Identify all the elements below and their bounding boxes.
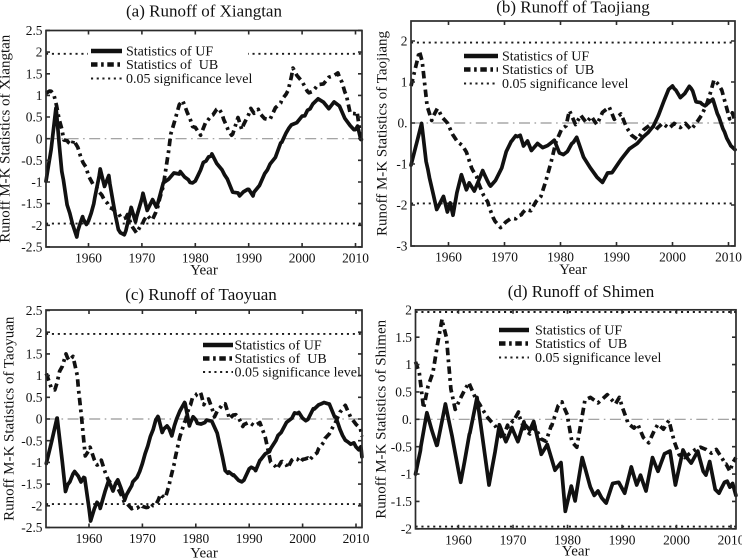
svg-text:(c) Runoff of Taoyuan: (c) Runoff of Taoyuan — [125, 285, 277, 304]
svg-text:0.5: 0.5 — [395, 385, 412, 400]
svg-text:1990: 1990 — [603, 250, 630, 265]
svg-text:-1: -1 — [31, 175, 42, 190]
svg-text:1960: 1960 — [445, 532, 472, 547]
svg-text:Runoff M-K Statistics of Taoji: Runoff M-K Statistics of Taojiang — [375, 30, 391, 236]
svg-text:Statistics of UB: Statistics of UB — [235, 352, 327, 367]
svg-text:-1: -1 — [31, 455, 42, 470]
svg-text:1960: 1960 — [435, 250, 462, 265]
svg-text:0.05 significance level: 0.05 significance level — [126, 72, 252, 87]
svg-text:Statistics of UF: Statistics of UF — [535, 324, 622, 339]
svg-text:2000: 2000 — [289, 251, 316, 266]
svg-text:Statistics of UB: Statistics of UB — [126, 58, 218, 73]
svg-text:1980: 1980 — [547, 250, 574, 265]
svg-text:0.: 0. — [402, 412, 412, 427]
svg-text:0.05 significance level: 0.05 significance level — [502, 77, 628, 92]
svg-text:2: 2 — [405, 302, 412, 317]
svg-text:-1.5: -1.5 — [21, 196, 43, 211]
svg-text:2000: 2000 — [659, 250, 686, 265]
svg-text:Year: Year — [190, 546, 218, 560]
svg-text:1970: 1970 — [129, 251, 156, 266]
svg-text:1.5: 1.5 — [395, 330, 412, 345]
svg-text:Statistics of UB: Statistics of UB — [535, 337, 627, 352]
svg-text:Year: Year — [562, 544, 590, 560]
svg-text:1: 1 — [36, 88, 43, 103]
svg-text:Runoff M-K Statistics of Taoyu: Runoff M-K Statistics of Taoyuan — [2, 316, 18, 521]
svg-text:0: 0 — [36, 412, 43, 427]
svg-text:(d) Runoff of Shimen: (d) Runoff of Shimen — [508, 282, 655, 301]
svg-text:-1.5: -1.5 — [21, 477, 43, 492]
svg-text:1: 1 — [405, 357, 412, 372]
svg-text:0.5: 0.5 — [26, 390, 43, 405]
svg-text:-2: -2 — [396, 198, 407, 213]
svg-text:Runoff M-K Statistics of Shime: Runoff M-K Statistics of Shimen — [374, 319, 390, 518]
svg-text:1970: 1970 — [129, 531, 156, 546]
svg-text:1960: 1960 — [76, 531, 103, 546]
svg-text:Statistics of UB: Statistics of UB — [502, 63, 594, 78]
svg-text:2.5: 2.5 — [26, 23, 43, 38]
svg-text:2.5: 2.5 — [26, 303, 43, 318]
svg-text:2: 2 — [36, 325, 43, 340]
svg-text:1.5: 1.5 — [26, 347, 43, 362]
svg-text:-1.5: -1.5 — [391, 494, 413, 509]
svg-text:2000: 2000 — [289, 531, 316, 546]
svg-text:(a) Runoff of Xiangtan: (a) Runoff of Xiangtan — [126, 2, 282, 21]
svg-text:Statistics of UF: Statistics of UF — [235, 339, 322, 354]
svg-text:2: 2 — [36, 45, 43, 60]
svg-text:Runoff M-K Statistics of Xiang: Runoff M-K Statistics of Xiangtan — [0, 34, 14, 243]
svg-text:-2.5: -2.5 — [21, 520, 43, 535]
svg-text:-3: -3 — [396, 239, 407, 254]
svg-text:1: 1 — [36, 368, 43, 383]
svg-text:1.5: 1.5 — [26, 66, 43, 81]
svg-text:-2: -2 — [31, 218, 42, 233]
svg-text:1960: 1960 — [75, 251, 102, 266]
svg-text:-2: -2 — [31, 498, 42, 513]
svg-text:1980: 1980 — [182, 251, 209, 266]
svg-text:0.: 0. — [397, 116, 407, 131]
svg-text:0: 0 — [36, 131, 43, 146]
svg-text:2010: 2010 — [718, 532, 742, 547]
svg-text:1980: 1980 — [182, 531, 209, 546]
svg-text:1990: 1990 — [235, 251, 262, 266]
svg-text:Year: Year — [190, 263, 218, 279]
svg-text:2010: 2010 — [715, 250, 742, 265]
svg-text:Year: Year — [559, 262, 587, 278]
svg-text:(b) Runoff of Taojiang: (b) Runoff of Taojiang — [496, 0, 650, 17]
svg-text:-0.5: -0.5 — [21, 153, 43, 168]
svg-text:1980: 1980 — [554, 532, 581, 547]
svg-text:-0.5: -0.5 — [21, 433, 43, 448]
svg-text:-0.5: -0.5 — [391, 439, 413, 454]
svg-text:-2: -2 — [401, 521, 412, 536]
svg-text:1990: 1990 — [609, 532, 636, 547]
svg-text:-2.5: -2.5 — [21, 240, 43, 255]
svg-text:Statistics of UF: Statistics of UF — [126, 45, 213, 60]
svg-text:Statistics of UF: Statistics of UF — [502, 50, 589, 65]
svg-text:-1: -1 — [396, 157, 407, 172]
svg-text:2: 2 — [401, 34, 408, 49]
svg-text:2000: 2000 — [663, 532, 690, 547]
svg-text:2010: 2010 — [343, 531, 370, 546]
svg-text:1: 1 — [401, 75, 408, 90]
svg-text:0.5: 0.5 — [26, 110, 43, 125]
svg-text:0.05 significance level: 0.05 significance level — [235, 366, 361, 381]
svg-text:1990: 1990 — [236, 531, 263, 546]
svg-text:-1: -1 — [401, 467, 412, 482]
svg-text:0.05 significance level: 0.05 significance level — [535, 351, 661, 366]
svg-text:2010: 2010 — [342, 251, 369, 266]
svg-text:1970: 1970 — [491, 250, 518, 265]
svg-text:1970: 1970 — [500, 532, 527, 547]
